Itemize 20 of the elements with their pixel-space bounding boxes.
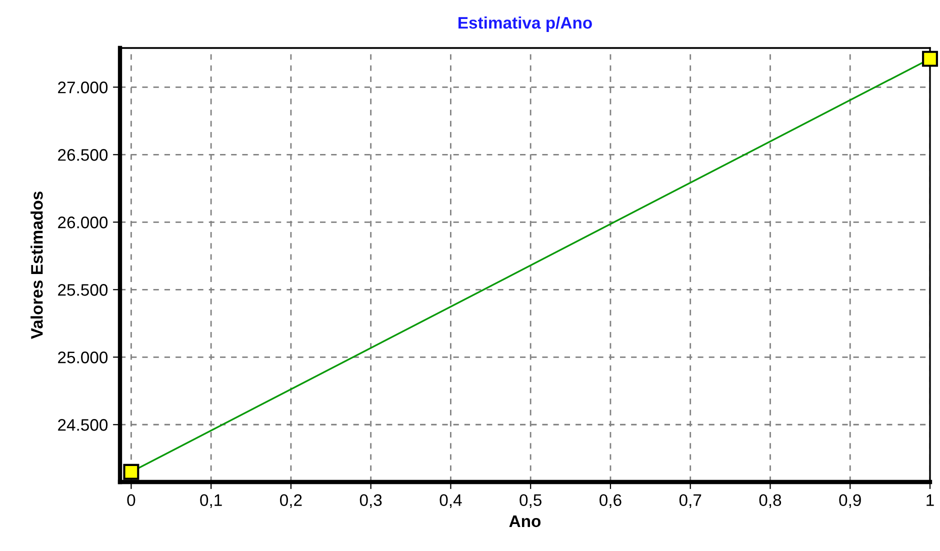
y-tick-label: 25.500 (58, 284, 108, 296)
x-tick-label: 0,1 (200, 494, 222, 508)
y-tick-label: 27.000 (58, 82, 108, 94)
x-tick-label: 0,8 (759, 494, 782, 508)
x-tick-label: 0,3 (360, 494, 382, 508)
x-tick-label: 0,5 (520, 494, 542, 508)
y-tick-label: 26.000 (58, 216, 108, 228)
x-tick-label: 0,2 (280, 494, 302, 508)
x-tick-label: 0,7 (679, 494, 702, 508)
chart-title: Estimativa p/Ano (458, 16, 592, 32)
y-axis-title: Valores Estimados (30, 192, 43, 339)
x-tick-label: 0,9 (839, 494, 861, 508)
y-tick-label: 25.000 (58, 352, 108, 364)
x-tick-label: 0 (127, 494, 136, 506)
x-tick-label: 1 (926, 494, 934, 506)
y-tick-label: 26.500 (58, 149, 108, 161)
x-tick-label: 0,6 (600, 494, 622, 508)
y-tick-label: 24.500 (58, 419, 108, 431)
x-tick-label: 0,4 (440, 494, 462, 508)
x-axis-title: Ano (509, 516, 541, 528)
